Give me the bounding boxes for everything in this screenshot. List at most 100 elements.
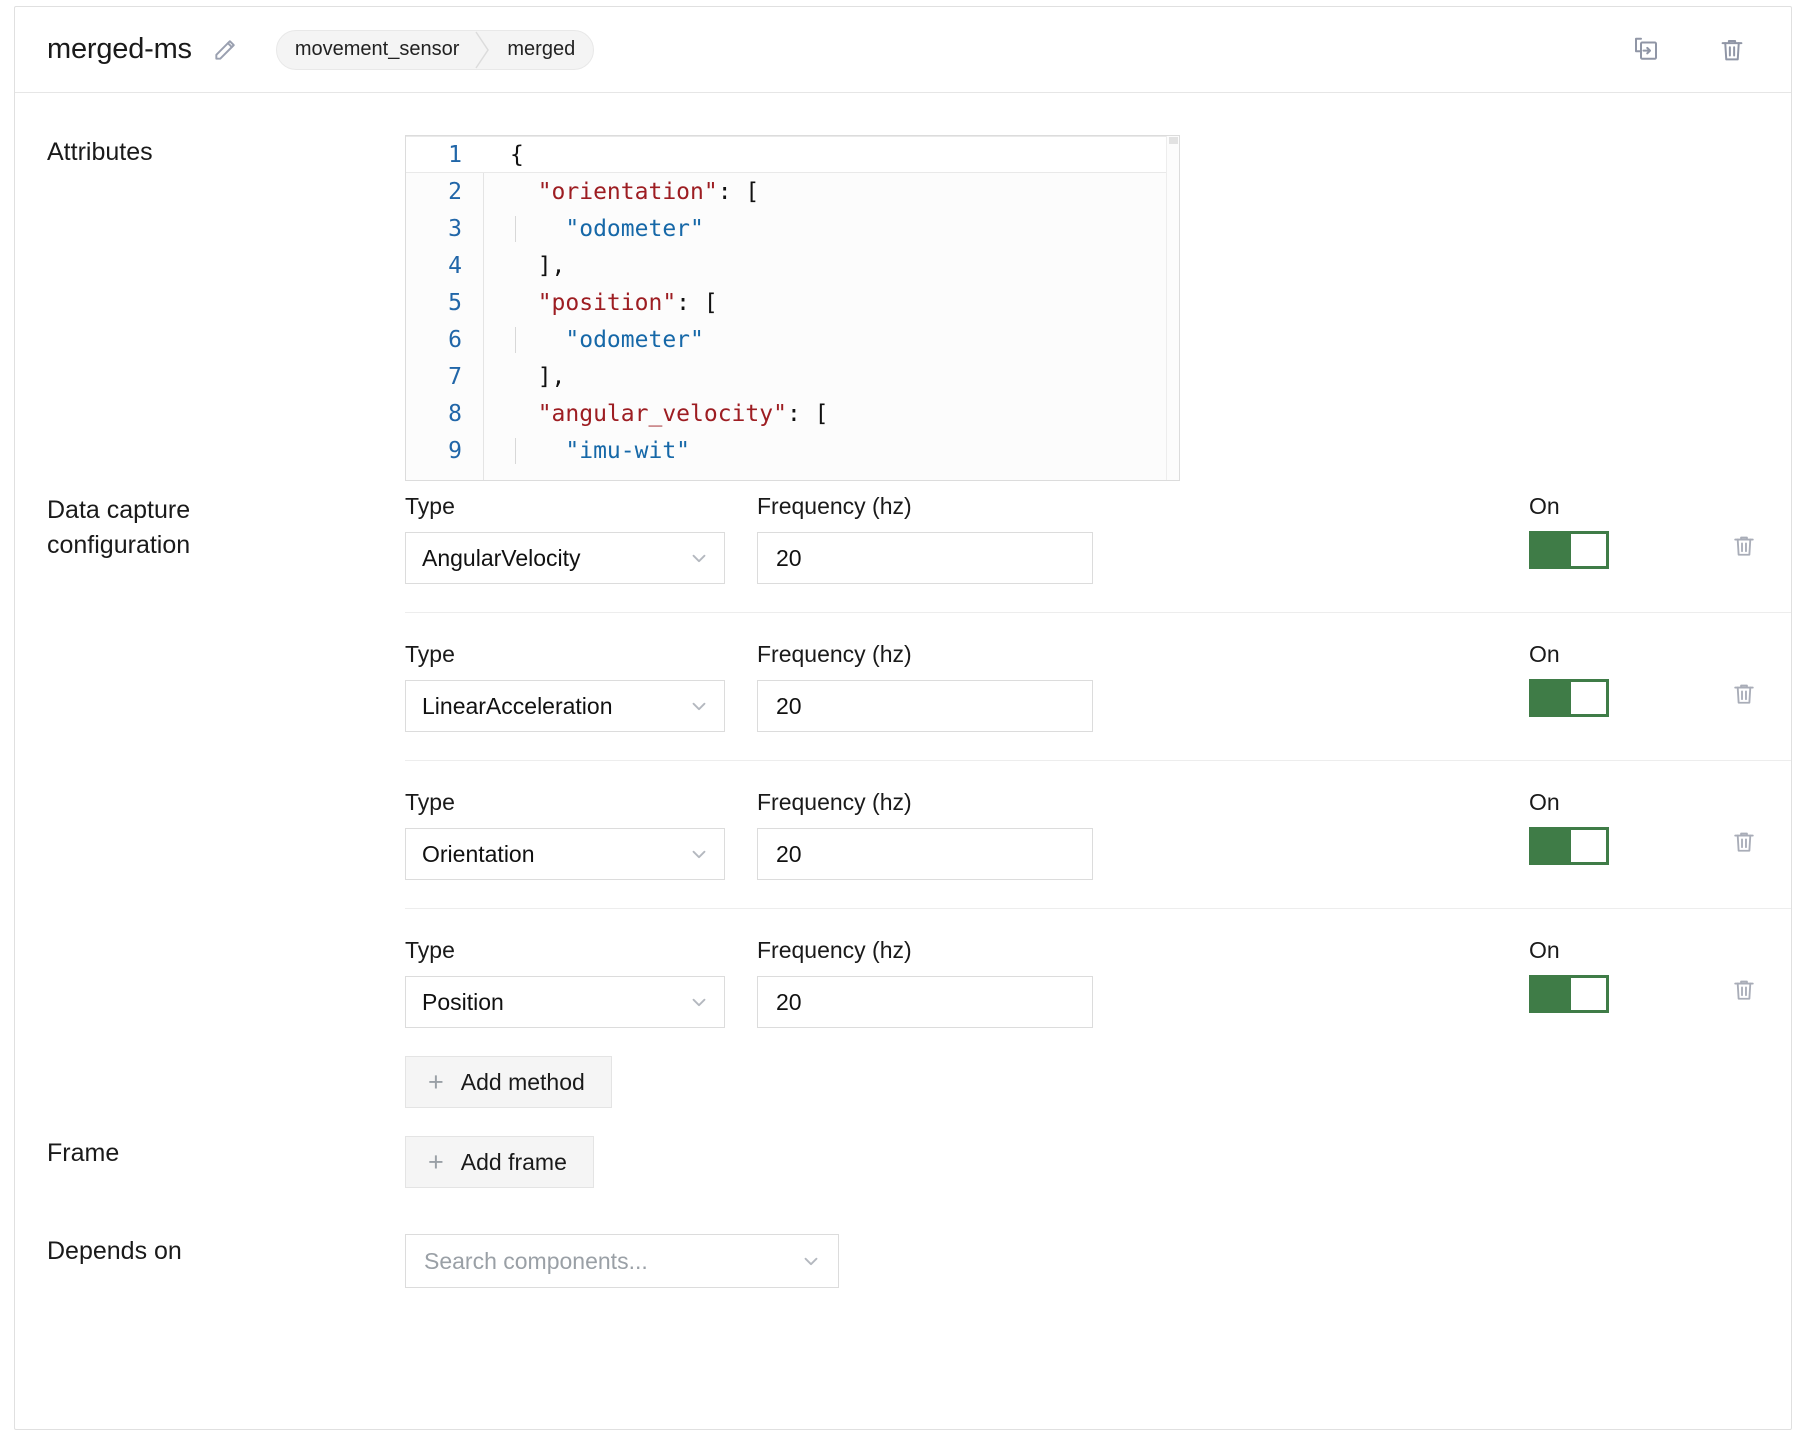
- type-label: Type: [405, 493, 455, 519]
- line-number: 4: [448, 252, 462, 279]
- breadcrumb-separator-icon: [473, 30, 493, 70]
- frame-label: Frame: [47, 1139, 120, 1167]
- add-method-button[interactable]: + Add method: [405, 1056, 612, 1108]
- method-frequency-field: Frequency (hz) 20: [757, 789, 1093, 880]
- code-text: {: [510, 141, 524, 168]
- frequency-value: 20: [776, 988, 802, 1015]
- card-body: Attributes 1 { 2 "orientation": [ 3 ": [15, 93, 1791, 1328]
- trash-icon[interactable]: [1715, 33, 1749, 67]
- data-capture-method-row: Type LinearAcceleration Frequency (hz) 2…: [405, 612, 1791, 760]
- delete-method-button[interactable]: [1727, 677, 1761, 711]
- frequency-input[interactable]: 20: [757, 976, 1093, 1028]
- frequency-label: Frequency (hz): [757, 789, 912, 815]
- add-frame-button[interactable]: + Add frame: [405, 1136, 594, 1188]
- toggle-state-label: On: [1529, 789, 1560, 815]
- code-line: 7 ],: [406, 358, 1179, 395]
- frequency-label: Frequency (hz): [757, 937, 912, 963]
- dcc-label-line-1: Data capture: [47, 496, 191, 524]
- type-select[interactable]: AngularVelocity: [405, 532, 725, 584]
- toggle-knob: [1571, 534, 1606, 566]
- delete-method-button[interactable]: [1727, 529, 1761, 563]
- add-frame-label: Add frame: [460, 1148, 567, 1175]
- toggle-knob: [1571, 830, 1606, 862]
- method-frequency-field: Frequency (hz) 20: [757, 937, 1093, 1028]
- code-line: 9 "imu-wit": [406, 432, 1179, 469]
- type-select[interactable]: LinearAcceleration: [405, 680, 725, 732]
- line-number: 3: [448, 215, 462, 242]
- editor-scrollbar-thumb[interactable]: [1169, 137, 1178, 144]
- frequency-input[interactable]: 20: [757, 828, 1093, 880]
- attributes-row: Attributes 1 { 2 "orientation": [ 3 ": [15, 93, 1791, 481]
- code-line: 4 ],: [406, 247, 1179, 284]
- code-line: 2 "orientation": [: [406, 173, 1179, 210]
- code-text: ],: [510, 363, 566, 390]
- card-header: merged-ms movement_sensor merged: [15, 7, 1791, 93]
- code-text: "odometer": [510, 215, 704, 242]
- toggle-state-label: On: [1529, 937, 1560, 963]
- chevron-down-icon: [800, 1250, 822, 1272]
- method-frequency-field: Frequency (hz) 20: [757, 641, 1093, 732]
- line-number: 6: [448, 326, 462, 353]
- data-capture-method-row: Type Position Frequency (hz) 20: [405, 908, 1791, 1056]
- code-text: "position": [: [510, 289, 718, 316]
- code-text: "angular_velocity": [: [510, 400, 829, 427]
- method-enabled-toggle[interactable]: [1529, 679, 1609, 717]
- toggle-knob: [1571, 682, 1606, 714]
- add-method-label: Add method: [460, 1068, 585, 1095]
- data-capture-configuration-label: Data capture configuration: [15, 493, 405, 562]
- frame-row: Frame + Add frame: [15, 1108, 1791, 1188]
- method-enabled-toggle[interactable]: [1529, 531, 1609, 569]
- chevron-down-icon: [688, 547, 710, 569]
- line-number: 7: [448, 363, 462, 390]
- depends-on-row: Depends on Search components...: [15, 1188, 1791, 1328]
- pencil-icon[interactable]: [210, 35, 240, 65]
- method-toggle-group: On: [1529, 789, 1609, 865]
- depends-on-label: Depends on: [47, 1237, 182, 1265]
- data-capture-configuration-row: Data capture configuration Type AngularV…: [15, 481, 1791, 1108]
- method-enabled-toggle[interactable]: [1529, 827, 1609, 865]
- data-capture-method-row: Type AngularVelocity Frequency (hz) 20: [405, 493, 1791, 612]
- breadcrumb-item-model-family[interactable]: movement_sensor: [294, 38, 460, 60]
- line-number: 5: [448, 289, 462, 316]
- dcc-label-line-2: configuration: [47, 530, 191, 559]
- method-type-field: Type Orientation: [405, 789, 725, 880]
- header-actions: [1629, 33, 1761, 67]
- frequency-input[interactable]: 20: [757, 532, 1093, 584]
- method-enabled-toggle[interactable]: [1529, 975, 1609, 1013]
- method-type-field: Type AngularVelocity: [405, 493, 725, 584]
- code-line: 5 "position": [: [406, 284, 1179, 321]
- method-toggle-group: On: [1529, 493, 1609, 569]
- line-number: 8: [448, 400, 462, 427]
- toggle-state-label: On: [1529, 493, 1560, 519]
- component-config-card: merged-ms movement_sensor merged: [14, 6, 1792, 1430]
- code-text: "odometer": [510, 326, 704, 353]
- line-number: 2: [448, 178, 462, 205]
- editor-scrollbar[interactable]: [1166, 136, 1179, 480]
- plus-icon: +: [428, 1146, 444, 1177]
- duplicate-icon[interactable]: [1629, 33, 1663, 67]
- breadcrumb[interactable]: movement_sensor merged: [275, 29, 595, 70]
- frequency-label: Frequency (hz): [757, 641, 912, 667]
- frequency-value: 20: [776, 692, 802, 719]
- depends-on-search-select[interactable]: Search components...: [405, 1234, 839, 1288]
- type-label: Type: [405, 789, 455, 815]
- line-number: 9: [448, 437, 462, 464]
- plus-icon: +: [428, 1066, 444, 1097]
- type-select[interactable]: Position: [405, 976, 725, 1028]
- breadcrumb-item-model[interactable]: merged: [507, 38, 576, 60]
- data-capture-method-row: Type Orientation Frequency (hz) 20: [405, 760, 1791, 908]
- editor-gutter: [406, 136, 484, 480]
- attributes-label: Attributes: [47, 138, 153, 166]
- delete-method-button[interactable]: [1727, 825, 1761, 859]
- line-number: 1: [448, 141, 462, 168]
- code-line: 3 "odometer": [406, 210, 1179, 247]
- method-toggle-group: On: [1529, 937, 1609, 1013]
- code-text: ],: [510, 252, 566, 279]
- type-select-value: Position: [422, 988, 504, 1015]
- frequency-input[interactable]: 20: [757, 680, 1093, 732]
- method-frequency-field: Frequency (hz) 20: [757, 493, 1093, 584]
- frequency-value: 20: [776, 544, 802, 571]
- type-select[interactable]: Orientation: [405, 828, 725, 880]
- attributes-json-editor[interactable]: 1 { 2 "orientation": [ 3 "odometer" 4 ]: [405, 135, 1180, 481]
- delete-method-button[interactable]: [1727, 973, 1761, 1007]
